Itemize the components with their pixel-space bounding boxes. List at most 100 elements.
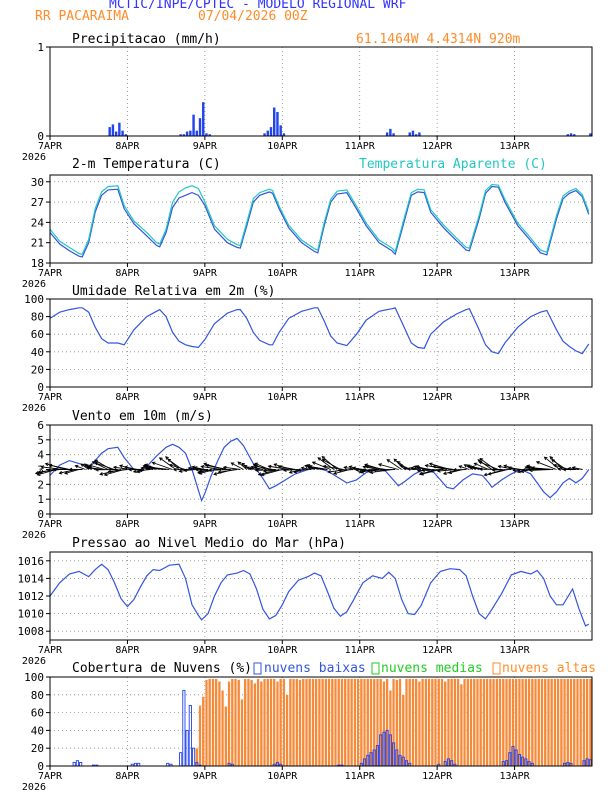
wind-arrow: [373, 469, 396, 471]
wind-arrow-head: [522, 467, 527, 472]
wind-arrow-head: [399, 464, 403, 468]
temperatura-line: [49, 185, 590, 258]
precip-bar: [411, 130, 415, 136]
wind-arrow-head: [420, 471, 425, 476]
precip-bar: [202, 102, 205, 136]
cloud-low-bar: [188, 705, 192, 767]
wind-arrow-head: [217, 470, 222, 474]
wind-arrow: [80, 463, 89, 470]
wind-arrow-head: [198, 469, 203, 473]
wind-arrow-head: [208, 468, 212, 473]
wind-arrow-head: [168, 463, 173, 468]
xtick-label: 11APR: [345, 141, 376, 152]
wind-arrow-head: [52, 467, 57, 472]
wind-arrow-head: [355, 468, 360, 472]
xtick-label: 9APR: [193, 645, 218, 656]
wind-arrow: [148, 466, 170, 470]
precip-bar: [273, 107, 276, 136]
xaxis-year: 2026: [22, 279, 46, 290]
temperatura-aparente-line: [49, 183, 590, 255]
wind-arrow: [206, 464, 228, 470]
cloud-high-bar: [556, 678, 560, 767]
cloud-high-bar: [279, 678, 283, 767]
wind-arrow-head: [257, 472, 262, 476]
xtick-label: 11APR: [345, 392, 376, 403]
xtick-label: 10APR: [267, 645, 298, 656]
wind-arrow: [94, 462, 115, 470]
precip-bar: [182, 134, 186, 136]
cloud-high-bar: [292, 678, 296, 767]
precip-bar: [276, 111, 279, 136]
wind-arrow: [184, 469, 196, 471]
ytick-label: 0: [37, 760, 44, 773]
xtick-label: 12APR: [422, 141, 453, 152]
xtick-label: 12APR: [422, 519, 453, 530]
xaxis-year: 2026: [22, 403, 46, 414]
ytick-label: 100: [24, 293, 44, 306]
wind-arrow-head: [40, 465, 45, 469]
cloud-high-bar: [401, 694, 405, 767]
wind-arrow-head: [123, 465, 128, 470]
wind-arrow-head: [562, 467, 567, 472]
wind-arrow: [338, 469, 354, 471]
wind-arrow: [508, 467, 522, 470]
ytick-label: 1016: [18, 555, 45, 568]
cloud-high-bar: [221, 690, 225, 767]
precip-bar: [418, 132, 421, 136]
wind-arrow-head: [230, 462, 235, 466]
cloud-high-bar: [417, 681, 421, 767]
precip-bar: [192, 114, 195, 136]
wind-arrow-head: [273, 463, 278, 467]
wind-arrow-head: [147, 465, 152, 470]
cloud-high-bar: [482, 678, 486, 767]
wind-arrow-head: [535, 460, 540, 465]
cloud-high-bar: [517, 678, 521, 767]
wind-arrow-head: [478, 461, 483, 465]
wind-arrow: [425, 464, 447, 470]
xaxis-year: 2026: [22, 656, 46, 667]
wind-arrow: [113, 466, 131, 470]
wind-arrow-head: [364, 464, 369, 469]
cloud-legend-swatch-1: [371, 662, 380, 675]
wind-arrow-head: [377, 463, 382, 467]
cloud-high-bar: [211, 678, 215, 767]
precip-bar: [111, 124, 115, 136]
cloud-high-bar: [453, 678, 457, 767]
precip-bar: [408, 132, 411, 136]
ytick-label: 2: [37, 478, 44, 491]
wind-arrow-head: [85, 465, 90, 470]
xtick-label: 13APR: [500, 645, 531, 656]
cloud-high-bar: [359, 678, 363, 767]
wind-arrow: [194, 466, 205, 470]
cloud-high-bar: [363, 678, 367, 767]
cloud-high-bar: [527, 678, 531, 767]
cloud-frame: [49, 676, 593, 767]
header-coords: 61.1464W 4.4314N 920m: [356, 32, 521, 47]
wind-arrow-head: [48, 463, 53, 468]
cloud-high-bar: [288, 678, 292, 767]
cloud-high-bar: [553, 678, 557, 767]
ytick-label: 30: [31, 176, 44, 189]
wind-arrow-head: [151, 461, 156, 466]
wind-arrow: [378, 463, 399, 470]
xtick-label: 12APR: [422, 268, 453, 279]
cloud-title: Cobertura de Nuvens (%): [72, 661, 253, 676]
wind-arrow: [89, 464, 105, 470]
wind-arrow: [393, 458, 406, 470]
cloud-legend-swatch-0: [253, 662, 262, 675]
wind-arrow-head: [193, 466, 198, 470]
wind-arrow-head: [248, 466, 253, 471]
wind-arrow-head: [297, 468, 301, 472]
wind-arrow-head: [80, 463, 85, 467]
wind-arrow-head: [277, 465, 282, 469]
cloud-high-bar: [250, 679, 254, 767]
wind-arrow-head: [393, 458, 398, 463]
header-title: MCTIC/INPE/CPTEC - MODELO REGIONAL WRF: [109, 0, 407, 12]
precip-bar: [573, 134, 576, 136]
wind-arrow: [363, 466, 380, 470]
wind-arrow-head: [321, 459, 326, 463]
wind-arrow-head: [551, 459, 555, 463]
wind-arrow: [459, 465, 470, 470]
wind-arrow-head: [424, 464, 429, 468]
xaxis-year: 2026: [22, 530, 46, 541]
